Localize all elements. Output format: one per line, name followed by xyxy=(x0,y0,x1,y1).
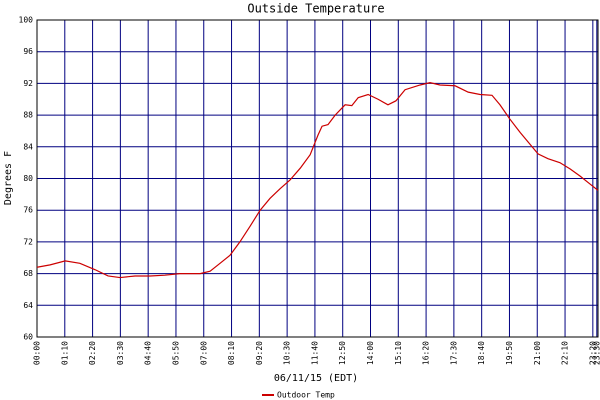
x-tick-label: 15:10 xyxy=(394,341,403,365)
x-tick-label: 18:40 xyxy=(477,341,486,365)
legend-label: Outdoor Temp xyxy=(277,391,335,400)
x-tick-label: 05:50 xyxy=(171,341,180,365)
x-tick-label: 16:20 xyxy=(422,341,431,365)
y-tick-label: 60 xyxy=(23,333,33,342)
x-tick-label: 17:30 xyxy=(449,341,458,365)
x-tick-label: 00:00 xyxy=(33,341,42,365)
y-tick-label: 84 xyxy=(23,142,33,151)
x-tick-label: 19:50 xyxy=(505,341,514,365)
x-tick-label: 22:10 xyxy=(561,341,570,365)
x-tick-label: 14:00 xyxy=(366,341,375,365)
y-axis-label: Degrees F xyxy=(3,151,14,205)
x-tick-label: 10:30 xyxy=(283,341,292,365)
data-line xyxy=(36,81,599,279)
x-tick-label: 07:00 xyxy=(199,341,208,365)
y-tick-label: 76 xyxy=(23,206,33,215)
y-tick-label: 100 xyxy=(19,16,34,25)
y-tick-label: 80 xyxy=(23,174,33,183)
x-tick-label: 11:40 xyxy=(310,341,319,365)
y-tick-label: 64 xyxy=(23,301,33,310)
x-tick-label: 08:10 xyxy=(227,341,236,365)
x-tick-label: 09:20 xyxy=(255,341,264,365)
y-tick-label: 92 xyxy=(23,79,33,88)
y-tick-label: 96 xyxy=(23,47,33,56)
y-tick-label: 72 xyxy=(23,237,33,246)
x-tick-label: 23:20 xyxy=(588,341,597,365)
x-tick-label: 12:50 xyxy=(338,341,347,365)
chart-title: Outside Temperature xyxy=(247,2,384,16)
y-tick-label: 88 xyxy=(23,111,33,120)
plot-border xyxy=(36,19,599,338)
x-tick-label: 23:30 xyxy=(592,341,600,365)
x-tick-label: 02:20 xyxy=(88,341,97,365)
x-tick-label: 01:10 xyxy=(60,341,69,365)
x-axis-label: 06/11/15 (EDT) xyxy=(274,373,358,384)
x-tick-label: 21:00 xyxy=(533,341,542,365)
x-tick-label: 03:30 xyxy=(116,341,125,365)
y-tick-label: 68 xyxy=(23,269,33,278)
x-tick-label: 04:40 xyxy=(144,341,153,365)
